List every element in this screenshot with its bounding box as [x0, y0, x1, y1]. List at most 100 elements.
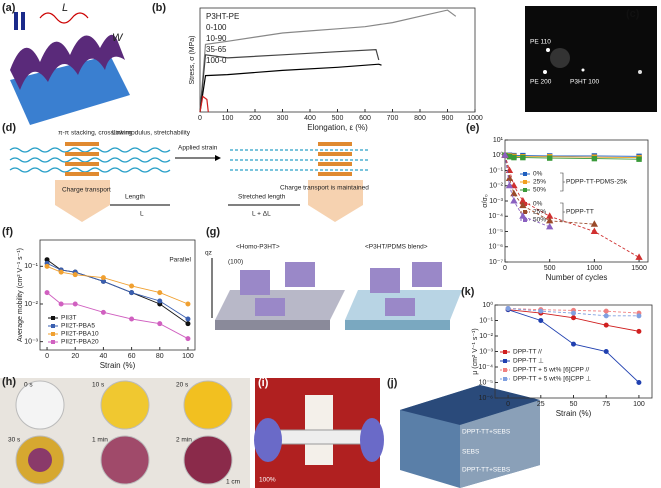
marker: [603, 349, 609, 354]
panel-label: (d): [2, 122, 16, 134]
label: <Homo-P3HT>: [236, 244, 280, 251]
x-tick-label: 800: [414, 115, 426, 122]
spot-label: P3HT 100: [570, 79, 600, 86]
chains: [9, 147, 171, 173]
spot: [638, 70, 642, 74]
legend-label: 25%: [533, 209, 546, 216]
legend-marker: [523, 218, 527, 222]
marker: [519, 201, 527, 209]
arrow-box: [308, 180, 363, 222]
legend-label: 0-100: [206, 23, 227, 32]
marker: [157, 298, 163, 304]
x-tick-label: 50: [570, 401, 578, 408]
legend-marker: [503, 377, 507, 381]
legend-label: 100-0: [206, 56, 227, 65]
icon: [21, 12, 25, 30]
panel-a: (a) L W: [2, 2, 130, 125]
series-line: [199, 95, 209, 113]
crystal: [412, 262, 442, 287]
stack: [318, 162, 352, 166]
label: Charge transport: [62, 187, 111, 194]
spot: [581, 68, 585, 72]
diffraction-image: [525, 6, 657, 112]
label: L: [140, 211, 144, 218]
icon: [14, 12, 18, 30]
legend-marker: [523, 202, 527, 206]
legend-label: 10-90: [206, 34, 227, 43]
film: [28, 448, 52, 472]
x-tick-label: 0: [45, 353, 49, 360]
wavy-film: [10, 34, 125, 90]
x-tick-label: 20: [71, 353, 79, 360]
marker: [72, 301, 78, 307]
label: L: [62, 2, 68, 14]
dish: [183, 380, 233, 430]
x-tick-label: 0: [503, 265, 507, 272]
x-axis-label: Elongation, ε (%): [307, 123, 368, 132]
panel-label: (e): [466, 122, 480, 134]
y-tick-label: 10⁻²: [489, 183, 503, 190]
film: [274, 429, 366, 445]
legend-marker: [51, 340, 55, 344]
x-axis-label: Number of cycles: [546, 273, 608, 282]
marker: [58, 269, 64, 275]
strain-label: 100%: [259, 477, 276, 484]
label: <P3HT/PDMS blend>: [365, 244, 428, 251]
dish: [100, 435, 150, 485]
marker: [157, 290, 163, 296]
x-axis-label: Strain (%): [100, 361, 136, 370]
legend-label: PII2T-PBA20: [61, 339, 99, 346]
label: L + ΔL: [252, 211, 271, 218]
label: (100): [228, 259, 243, 266]
marker: [636, 156, 642, 162]
x-tick-label: 1000: [467, 115, 483, 122]
legend-label: 0%: [533, 201, 543, 208]
marker: [129, 316, 135, 322]
legend-group: PDPP-TT: [566, 209, 594, 216]
x-axis-label: Strain (%): [556, 409, 592, 418]
marker: [185, 336, 191, 342]
stack: [65, 162, 99, 166]
x-tick-label: 75: [602, 401, 610, 408]
panel-g: (g) <Homo-P3HT> <P3HT/PDMS blend> (100) …: [205, 226, 462, 330]
stack: [65, 172, 99, 176]
dish: [183, 435, 233, 485]
marker: [510, 189, 518, 197]
label: Low modulus, stretchability: [112, 130, 191, 137]
series-line: [46, 262, 189, 320]
x-tick-label: 1000: [587, 265, 603, 272]
spot: [546, 48, 550, 52]
plot-frame: [199, 7, 476, 113]
legend-marker: [523, 172, 527, 176]
x-tick-label: 1500: [631, 265, 647, 272]
marker: [157, 321, 163, 327]
time-label: 20 s: [176, 382, 189, 389]
time-label: 30 s: [8, 437, 21, 444]
x-tick-label: 100: [182, 353, 194, 360]
marker: [546, 155, 553, 161]
marker: [185, 301, 191, 307]
crystal: [240, 270, 270, 295]
arrow-head: [215, 155, 221, 161]
marker: [129, 283, 135, 289]
y-tick-label: 10⁻²: [24, 301, 38, 308]
stack: [318, 142, 352, 146]
label: π-π stacking, crosslinking: [58, 130, 133, 137]
legend-title: P3HT-PE: [206, 12, 239, 21]
marker: [571, 341, 576, 347]
marker: [505, 305, 511, 311]
y-tick-label: 10⁻³: [479, 348, 493, 355]
x-tick-label: 300: [277, 115, 289, 122]
marker: [511, 154, 517, 161]
legend-label: PII3T: [61, 315, 77, 322]
x-tick-label: 500: [332, 115, 344, 122]
legend-brace: [560, 172, 565, 192]
y-tick-label: 10⁻¹: [24, 263, 38, 270]
spot-label: PE 200: [530, 79, 552, 86]
marker: [546, 216, 554, 224]
label: Applied strain: [178, 145, 218, 152]
y-axis-label: Average mobility (cm² V⁻¹ s⁻¹): [17, 248, 24, 342]
series-line: [199, 48, 380, 113]
label: qz: [205, 250, 212, 257]
